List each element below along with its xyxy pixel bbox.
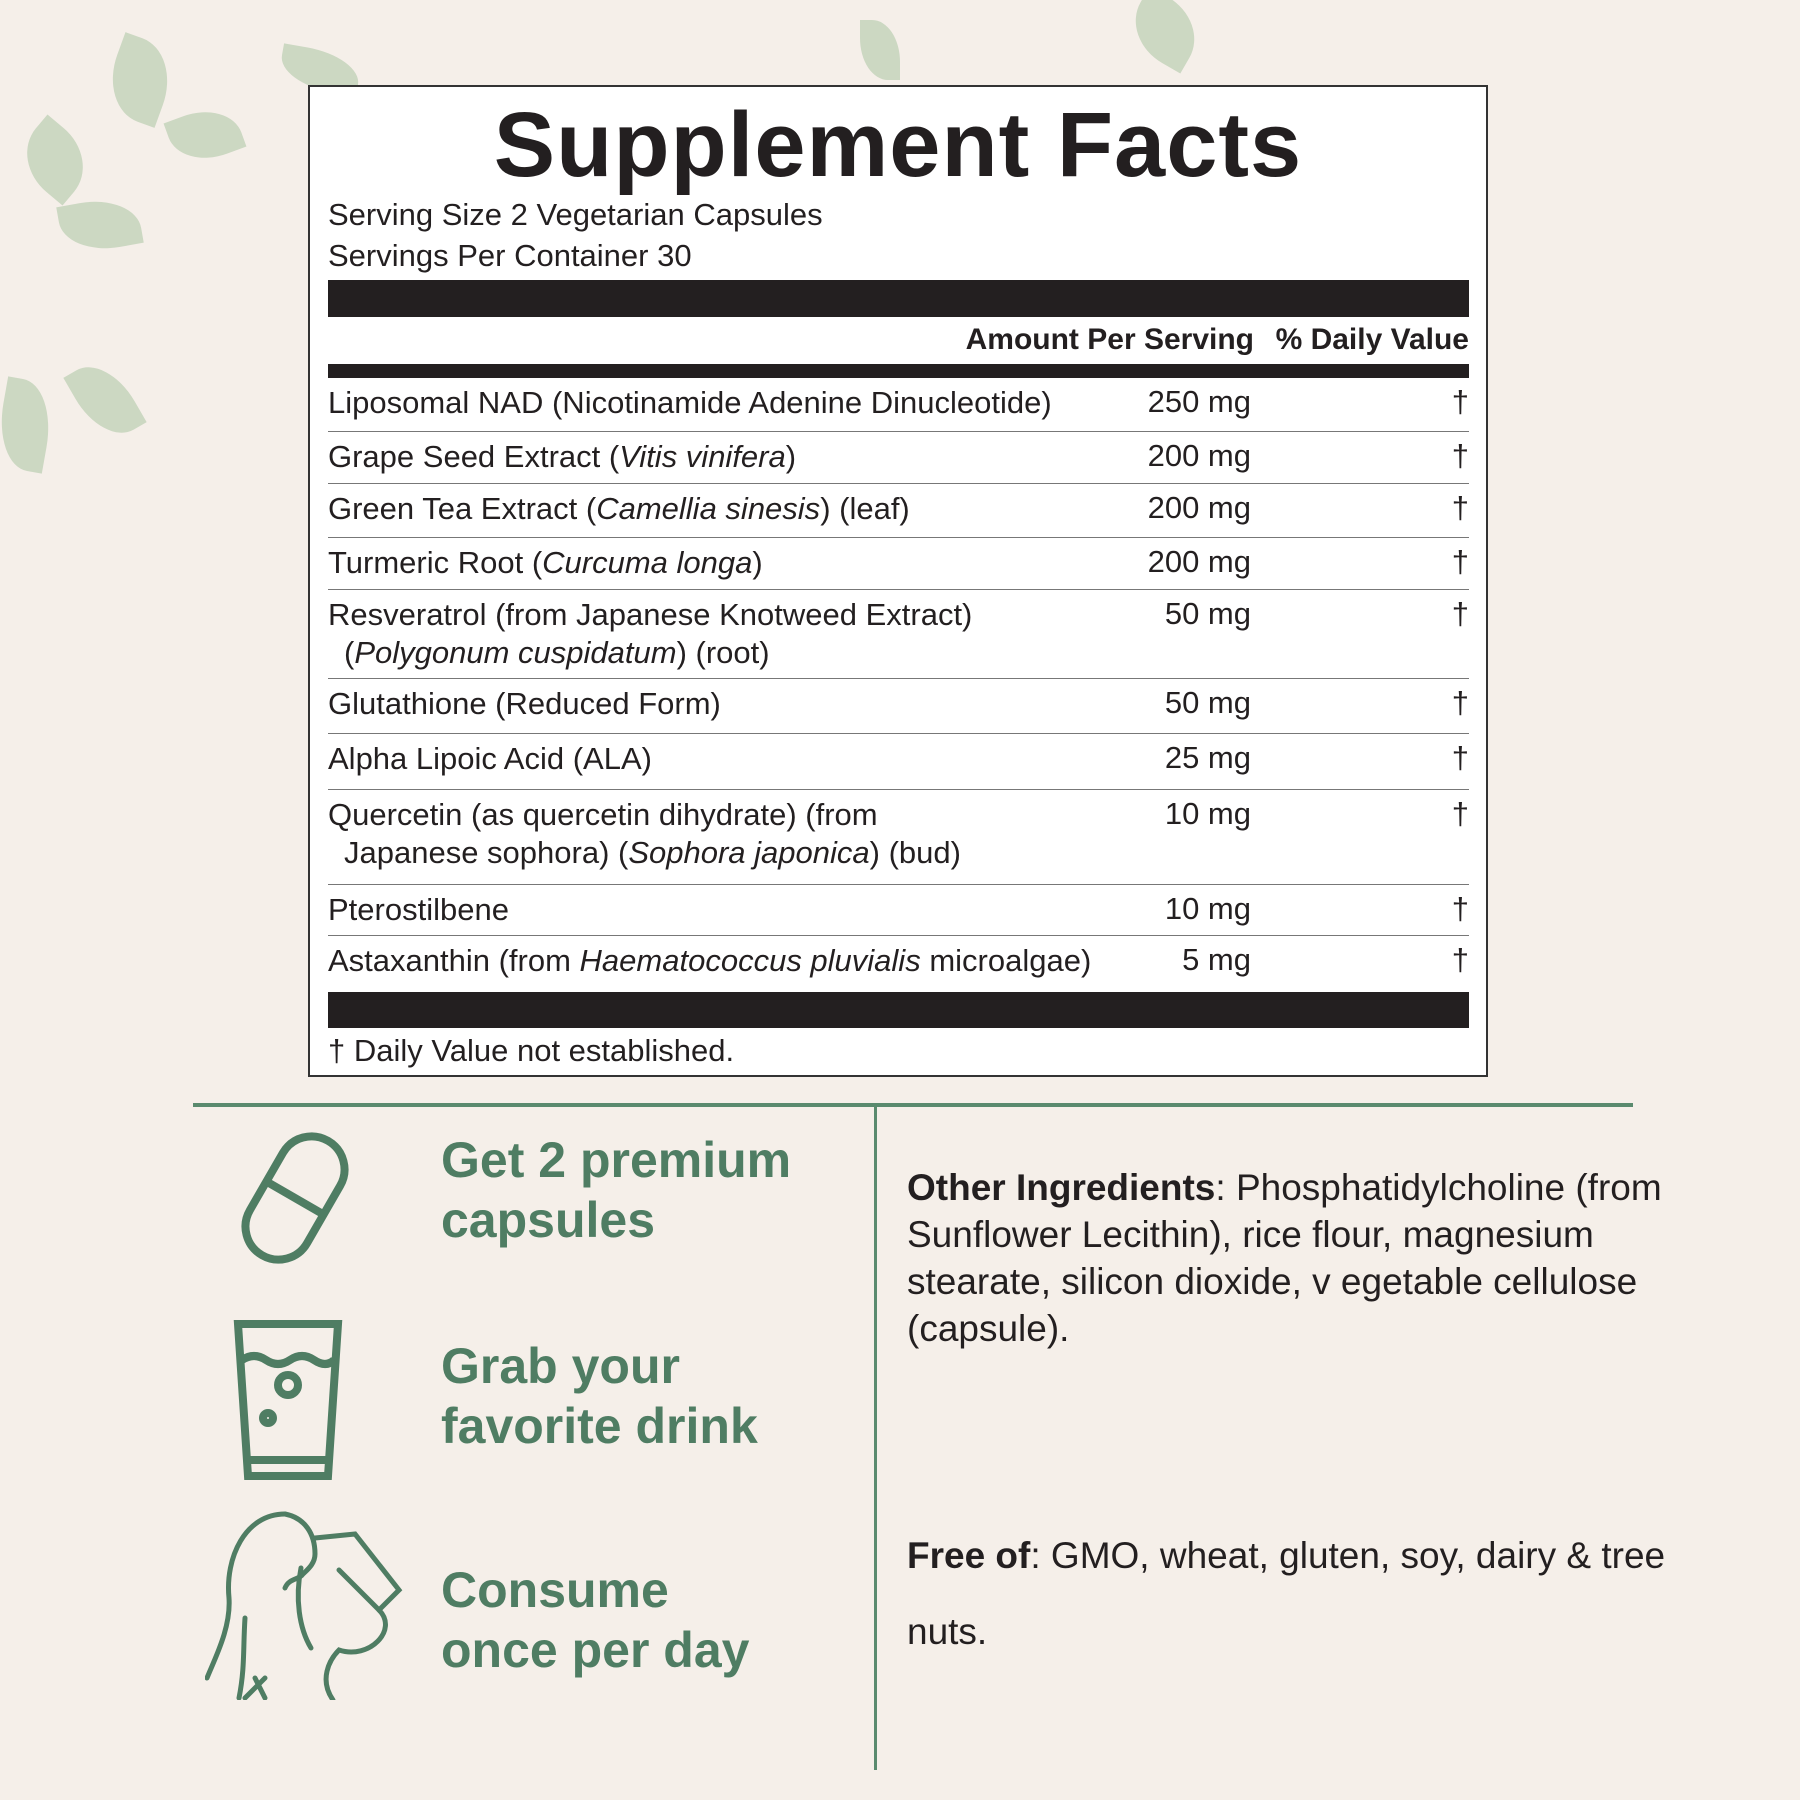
dv-header: % Daily Value <box>1275 323 1469 356</box>
name-text: Green Tea Extract ( <box>328 491 597 526</box>
other-ingredients-label: Other Ingredients <box>907 1167 1216 1208</box>
supplement-facts-panel: Supplement Facts Serving Size 2 Vegetari… <box>308 85 1488 1077</box>
name-text: Liposomal NAD (Nicotinamide Adenine Dinu… <box>328 385 1052 420</box>
ingredient-name: Alpha Lipoic Acid (ALA) <box>328 740 652 778</box>
daily-value: † <box>1451 891 1469 926</box>
free-of-text: : GMO, wheat, gluten, soy, dairy & tree … <box>907 1535 1666 1652</box>
name-text: Grape Seed Extract ( <box>328 439 620 474</box>
ingredient-row: Resveratrol (from Japanese Knotweed Extr… <box>328 590 1469 679</box>
name-text: Resveratrol (from Japanese Knotweed Extr… <box>328 597 973 632</box>
ingredient-name: Turmeric Root (Curcuma longa) <box>328 544 763 582</box>
ingredient-row: Astaxanthin (from Haematococcus pluviali… <box>328 936 1469 990</box>
ingredient-row: Green Tea Extract (Camellia sinesis) (le… <box>328 484 1469 538</box>
ingredient-name: Pterostilbene <box>328 891 509 929</box>
ingredient-name: Grape Seed Extract (Vitis vinifera) <box>328 438 796 476</box>
daily-value: † <box>1451 942 1469 977</box>
divider-line <box>193 1103 1633 1107</box>
latin-name: Sophora japonica <box>628 835 870 870</box>
other-ingredients-text: : Phosphatidylcholine (from Sunflower Le… <box>907 1167 1662 1349</box>
ingredient-name: Quercetin (as quercetin dihydrate) (from… <box>328 796 961 872</box>
name-text: ) (root) <box>676 635 770 670</box>
step-line: capsules <box>441 1192 656 1248</box>
glass-icon <box>233 1320 343 1480</box>
name-text: Quercetin (as quercetin dihydrate) (from <box>328 797 878 832</box>
capsule-icon <box>241 1132 349 1264</box>
amount: 10 mg <box>1164 796 1251 831</box>
amount-header: Amount Per Serving <box>965 323 1254 356</box>
step-grab-drink: Grab your favorite drink <box>441 1336 758 1456</box>
amount: 200 mg <box>1147 490 1251 525</box>
daily-value: † <box>1451 596 1469 631</box>
latin-name: Haematococcus pluvialis <box>579 943 921 978</box>
step-line: Grab your <box>441 1338 680 1394</box>
daily-value: † <box>1451 685 1469 720</box>
divider-line <box>874 1105 877 1770</box>
ingredient-name: Astaxanthin (from Haematococcus pluviali… <box>328 942 1091 980</box>
step-line: once per day <box>441 1622 750 1678</box>
daily-value: † <box>1451 544 1469 579</box>
latin-name: Curcuma longa <box>542 545 753 580</box>
panel-title: Supplement Facts <box>493 94 1303 196</box>
name-text: ) <box>785 439 797 474</box>
name-text: Japanese sophora) ( <box>344 835 629 870</box>
woman-drinking-icon <box>205 1511 403 1700</box>
step-line: Consume <box>441 1562 669 1618</box>
ingredient-name: Liposomal NAD (Nicotinamide Adenine Dinu… <box>328 384 1052 422</box>
daily-value: † <box>1451 438 1469 473</box>
divider-bar <box>328 364 1469 378</box>
name-text: microalgae) <box>920 943 1092 978</box>
amount: 200 mg <box>1147 438 1251 473</box>
amount: 25 mg <box>1164 740 1251 775</box>
amount: 10 mg <box>1164 891 1251 926</box>
name-text: ) (bud) <box>869 835 961 870</box>
free-of: Free of: GMO, wheat, gluten, soy, dairy … <box>907 1518 1667 1670</box>
ingredient-row: Quercetin (as quercetin dihydrate) (from… <box>328 790 1469 885</box>
daily-value: † <box>1451 490 1469 525</box>
serving-size: Serving Size 2 Vegetarian Capsules <box>328 197 823 232</box>
latin-name: Camellia sinesis <box>596 491 821 526</box>
ingredient-row: Glutathione (Reduced Form) 50 mg † <box>328 679 1469 734</box>
ingredient-name: Glutathione (Reduced Form) <box>328 685 721 723</box>
name-text: Pterostilbene <box>328 892 509 927</box>
daily-value: † <box>1451 796 1469 831</box>
name-text: Alpha Lipoic Acid (ALA) <box>328 741 652 776</box>
servings-per-container: Servings Per Container 30 <box>328 238 692 273</box>
step-line: favorite drink <box>441 1398 758 1454</box>
amount: 5 mg <box>1182 942 1251 977</box>
other-ingredients: Other Ingredients: Phosphatidylcholine (… <box>907 1164 1667 1352</box>
divider-bar <box>328 992 1469 1028</box>
daily-value: † <box>1451 384 1469 419</box>
name-text: Turmeric Root ( <box>328 545 543 580</box>
latin-name: Vitis vinifera <box>619 439 786 474</box>
amount: 50 mg <box>1164 596 1251 631</box>
step-line: Get 2 premium <box>441 1132 792 1188</box>
ingredient-name: Resveratrol (from Japanese Knotweed Extr… <box>328 596 972 672</box>
step-consume-daily: Consume once per day <box>441 1560 749 1680</box>
name-text: ( <box>344 635 355 670</box>
footnote: † Daily Value not established. <box>328 1033 735 1068</box>
ingredient-row: Turmeric Root (Curcuma longa) 200 mg † <box>328 538 1469 590</box>
free-of-label: Free of <box>907 1535 1031 1576</box>
ingredient-row: Liposomal NAD (Nicotinamide Adenine Dinu… <box>328 378 1469 432</box>
amount: 50 mg <box>1164 685 1251 720</box>
ingredient-row: Alpha Lipoic Acid (ALA) 25 mg † <box>328 734 1469 790</box>
ingredient-name: Green Tea Extract (Camellia sinesis) (le… <box>328 490 910 528</box>
amount: 200 mg <box>1147 544 1251 579</box>
latin-name: Polygonum cuspidatum <box>354 635 677 670</box>
name-text: ) (leaf) <box>820 491 910 526</box>
amount: 250 mg <box>1147 384 1251 419</box>
divider-bar <box>328 280 1469 317</box>
ingredient-row: Grape Seed Extract (Vitis vinifera) 200 m… <box>328 432 1469 484</box>
name-text: Glutathione (Reduced Form) <box>328 686 721 721</box>
daily-value: † <box>1451 740 1469 775</box>
name-text: Astaxanthin (from <box>328 943 580 978</box>
name-text: ) <box>752 545 763 580</box>
step-get-capsules: Get 2 premium capsules <box>441 1130 791 1250</box>
ingredient-row: Pterostilbene 10 mg † <box>328 885 1469 936</box>
